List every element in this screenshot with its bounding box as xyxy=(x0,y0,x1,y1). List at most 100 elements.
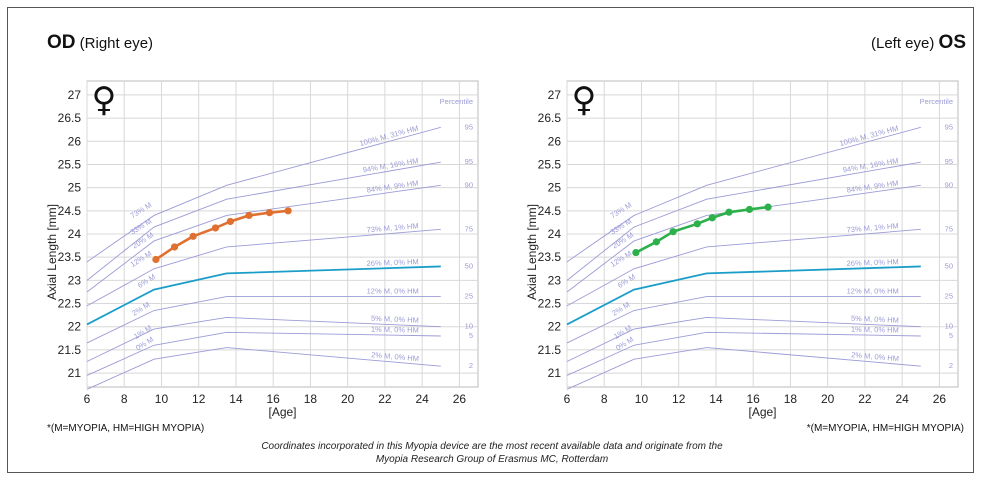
left-eye-y-tick-label: 21 xyxy=(548,366,562,380)
credits-line-2: Myopia Research Group of Erasmus MC, Rot… xyxy=(375,454,609,465)
right-eye-y-tick-label: 27 xyxy=(68,88,82,102)
right-eye-percentile-label: 90 xyxy=(465,180,473,189)
left-eye-reference-curve-75 xyxy=(566,228,921,307)
right-eye-myopia-share-label: 73% M xyxy=(129,200,154,220)
left-eye-x-tick-label: 24 xyxy=(895,392,909,406)
right-eye-reference-curve-25 xyxy=(86,296,441,344)
right-eye-y-tick-label: 21.5 xyxy=(58,343,82,357)
right-eye-label: (Right eye) xyxy=(79,35,154,52)
left-eye-label: (Left eye) xyxy=(871,35,935,52)
left-eye-title: (Left eye) OS xyxy=(871,32,966,54)
left-eye-x-tick-label: 26 xyxy=(933,392,947,406)
right-eye-percentile-label: 95 xyxy=(465,157,473,166)
left-eye-x-tick-label: 8 xyxy=(601,392,608,406)
right-eye-myopia-share-label: 6% M xyxy=(136,272,157,290)
left-eye-measurement-line xyxy=(635,205,769,254)
right-eye-percentile-label: 50 xyxy=(465,261,473,270)
left-eye-percentile-label: 25 xyxy=(945,292,953,301)
left-eye-percentile-header: Percentile xyxy=(920,97,953,106)
right-eye-x-tick-label: 12 xyxy=(192,392,206,406)
right-eye-measurement-point xyxy=(152,255,160,264)
right-eye-y-tick-label: 23 xyxy=(68,273,82,287)
right-eye-y-axis-label: Axial Length [mm] xyxy=(45,204,59,300)
right-eye-myopia-share-label: 2% M xyxy=(130,300,151,318)
right-eye-reference-curve-75 xyxy=(86,228,441,307)
left-eye-y-axis-label: Axial Length [mm] xyxy=(525,204,539,300)
right-eye-reference-curve-50 xyxy=(86,265,441,326)
os-code: OS xyxy=(938,32,966,53)
left-eye-x-tick-label: 14 xyxy=(709,392,723,406)
left-eye-y-tick-label: 26 xyxy=(548,134,562,148)
right-eye-y-tick-label: 26 xyxy=(68,134,82,148)
right-eye-y-tick-label: 26.5 xyxy=(58,111,82,125)
right-eye-x-tick-label: 10 xyxy=(155,392,169,406)
left-eye-measurement-point xyxy=(708,214,716,222)
left-eye-percentile-label: 5 xyxy=(949,331,953,340)
right-eye-percentile-label: 2 xyxy=(469,361,473,370)
left-eye-x-tick-label: 16 xyxy=(747,392,761,406)
right-eye-title: OD (Right eye) xyxy=(47,32,153,54)
right-eye-measurement-point xyxy=(170,243,179,251)
right-eye-percentile-header: Percentile xyxy=(440,97,473,106)
right-eye-measurement-point xyxy=(226,217,234,226)
right-eye-reference-curve-95 xyxy=(86,126,441,263)
right-eye-curve-label: 12% M, 0% HM xyxy=(367,287,419,296)
credits-line-1: Coordinates incorporated in this Myopia … xyxy=(261,441,723,452)
left-eye-x-tick-label: 22 xyxy=(858,392,872,406)
left-eye-reference-curve-50 xyxy=(566,265,921,326)
right-eye-percentile-label: 10 xyxy=(465,322,473,331)
left-eye-measurement-point xyxy=(764,203,772,211)
left-eye-y-tick-label: 23.5 xyxy=(538,250,562,264)
right-eye-x-axis-label: [Age] xyxy=(268,405,296,419)
right-eye-curve-label: 94% M, 16% HM xyxy=(362,156,419,174)
right-eye-x-tick-label: 8 xyxy=(121,392,128,406)
right-eye-reference-curve-10 xyxy=(86,317,441,362)
left-eye-y-tick-label: 23 xyxy=(548,273,562,287)
left-eye-percentile-label: 95 xyxy=(945,157,953,166)
left-eye-y-tick-label: 26.5 xyxy=(538,111,562,125)
right-eye-percentile-label: 95 xyxy=(465,122,473,131)
right-eye-reference-curve-2 xyxy=(86,347,441,390)
left-eye-curve-label: 12% M, 0% HM xyxy=(847,287,899,296)
left-eye-reference-curve-95 xyxy=(566,126,921,263)
right-eye-x-tick-label: 14 xyxy=(229,392,243,406)
right-eye-x-tick-label: 6 xyxy=(84,392,91,406)
left-eye-reference-curve-2 xyxy=(566,347,921,390)
left-eye-x-tick-label: 18 xyxy=(784,392,798,406)
left-eye-measurement-point xyxy=(669,228,677,236)
right-eye-curve-label: 26% M, 0% HM xyxy=(366,257,418,268)
left-eye-x-tick-label: 6 xyxy=(564,392,571,406)
left-eye-measurement-point xyxy=(632,248,640,257)
right-eye-measurement-point xyxy=(211,224,220,232)
left-eye-measurement-point xyxy=(693,220,701,228)
left-eye-measurement-point xyxy=(725,208,733,216)
left-eye-female-symbol: ♀ xyxy=(572,80,597,120)
right-eye-measurement-point xyxy=(265,209,274,217)
right-eye-curve-label: 5% M, 0% HM xyxy=(371,314,419,325)
left-eye-reference-curve-90 xyxy=(566,184,921,293)
right-eye-curve-label: 2% M, 0% HM xyxy=(371,350,420,363)
right-eye-y-tick-label: 24 xyxy=(68,227,82,241)
right-eye-y-tick-label: 25.5 xyxy=(58,157,82,171)
right-eye-myopia-share-label: 12% M xyxy=(129,249,154,269)
right-eye-y-tick-label: 23.5 xyxy=(58,250,82,264)
left-eye-y-tick-label: 22.5 xyxy=(538,297,562,311)
left-eye-reference-curve-5 xyxy=(566,331,921,376)
left-eye-y-tick-label: 24 xyxy=(548,227,562,241)
left-eye-percentile-label: 10 xyxy=(945,322,953,331)
left-eye-measurement-point xyxy=(745,205,754,214)
left-eye-x-axis-label: [Age] xyxy=(748,405,776,419)
left-eye-curve-label: 5% M, 0% HM xyxy=(851,314,899,325)
right-eye-y-tick-label: 24.5 xyxy=(58,204,82,218)
left-eye-percentile-label: 90 xyxy=(945,180,953,189)
right-eye-female-symbol: ♀ xyxy=(92,80,117,120)
right-eye-reference-curve-95 xyxy=(86,161,441,281)
left-eye-curve-label: 73% M, 1% HM xyxy=(846,221,899,234)
right-eye-x-tick-label: 26 xyxy=(453,392,467,406)
left-eye-myopia-share-label: 12% M xyxy=(609,249,634,269)
left-eye-curve-label: 1% M, 0% HM xyxy=(851,325,899,335)
right-eye-x-tick-label: 20 xyxy=(341,392,355,406)
report-frame xyxy=(7,7,974,473)
right-eye-measurement-point xyxy=(189,232,197,240)
right-eye-curve-label: 73% M, 1% HM xyxy=(366,221,419,234)
